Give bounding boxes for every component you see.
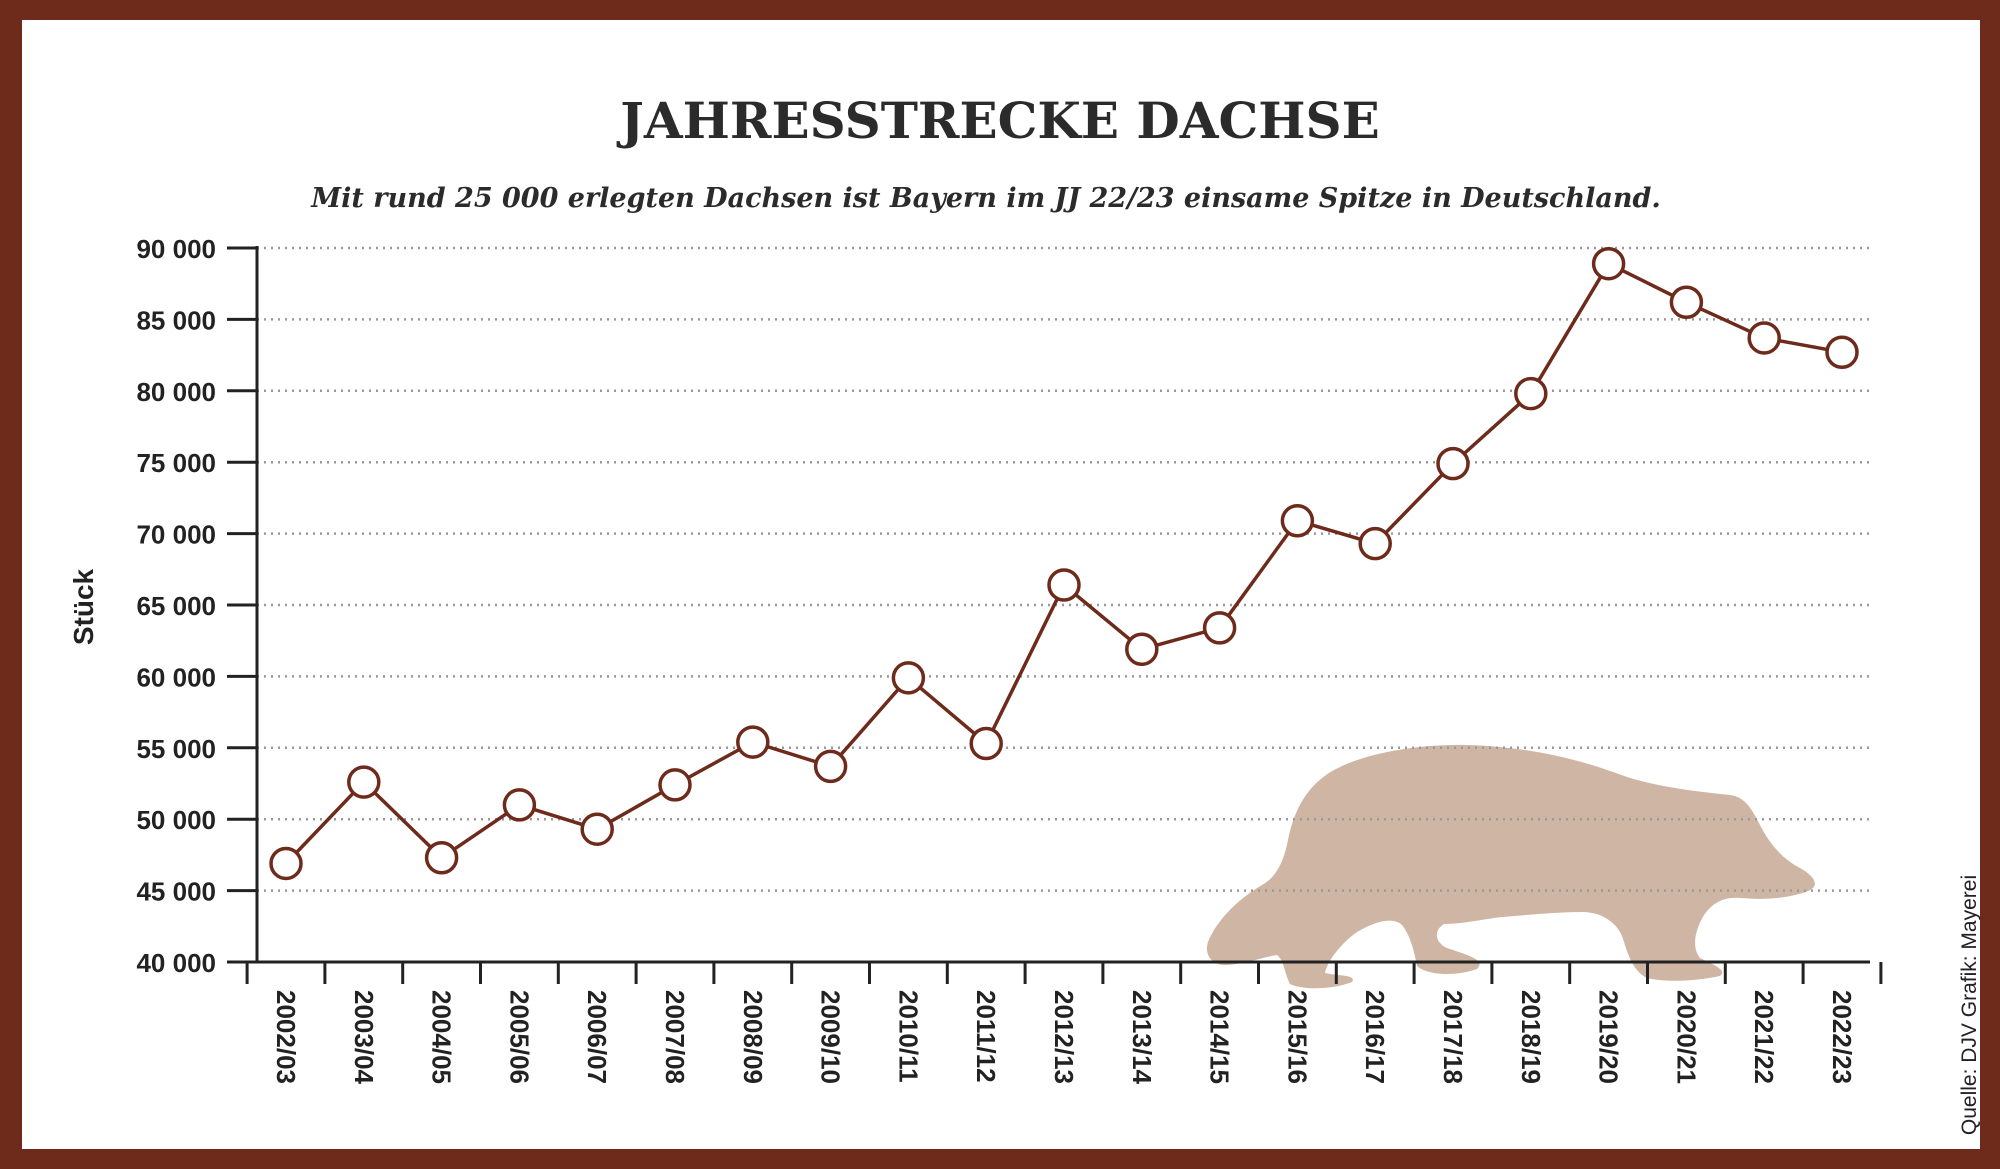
y-tick-label: 80 000 bbox=[136, 377, 216, 407]
x-tick-label: 2015/16 bbox=[1282, 990, 1312, 1084]
data-point bbox=[1436, 446, 1470, 481]
data-point bbox=[658, 768, 692, 802]
x-tick-label: 2021/22 bbox=[1749, 990, 1779, 1084]
x-tick-label: 2010/11 bbox=[893, 990, 923, 1083]
x-tick-label: 2006/07 bbox=[582, 990, 612, 1084]
x-tick-label: 2012/13 bbox=[1049, 990, 1079, 1084]
x-tick-label: 2014/15 bbox=[1205, 990, 1235, 1084]
y-tick-label: 70 000 bbox=[136, 520, 216, 550]
x-tick-label: 2018/19 bbox=[1516, 990, 1546, 1084]
data-point bbox=[969, 726, 1003, 761]
y-tick-label: 90 000 bbox=[136, 234, 216, 264]
data-point bbox=[269, 846, 303, 881]
data-point bbox=[1358, 526, 1392, 561]
data-point bbox=[813, 749, 848, 784]
x-tick-label: 2017/18 bbox=[1438, 990, 1468, 1084]
y-tick-label: 85 000 bbox=[136, 305, 216, 335]
data-point bbox=[1514, 376, 1548, 411]
y-tick-label: 55 000 bbox=[136, 734, 216, 764]
data-point bbox=[347, 765, 381, 799]
x-tick-label: 2005/06 bbox=[504, 990, 534, 1084]
x-tick-label: 2013/14 bbox=[1127, 990, 1157, 1085]
data-point bbox=[1047, 568, 1081, 602]
data-point bbox=[502, 788, 537, 822]
x-tick-label: 2009/10 bbox=[816, 990, 846, 1084]
y-tick-label: 75 000 bbox=[136, 448, 216, 478]
data-point bbox=[1125, 632, 1159, 667]
source-credit: Quelle: DJV Grafik: Mayerei bbox=[1958, 875, 1980, 1135]
y-tick-label: 45 000 bbox=[136, 877, 216, 907]
data-point bbox=[1825, 335, 1859, 369]
y-tick-label: 40 000 bbox=[136, 948, 216, 978]
grid-lines bbox=[257, 246, 1870, 892]
axes bbox=[227, 246, 1883, 984]
badger-icon bbox=[1206, 744, 1815, 989]
x-tick-label: 2022/23 bbox=[1827, 990, 1857, 1084]
x-tick-label: 2003/04 bbox=[349, 990, 379, 1085]
line-chart: JAHRESSTRECKE DACHSE Mit rund 25 000 erl… bbox=[68, 91, 1980, 1135]
data-point bbox=[580, 812, 614, 846]
data-point bbox=[736, 725, 770, 759]
y-tick-label: 65 000 bbox=[136, 591, 216, 621]
data-point bbox=[424, 841, 459, 875]
x-tick-label: 2016/17 bbox=[1360, 990, 1390, 1084]
data-point bbox=[1591, 246, 1626, 281]
data-point bbox=[1669, 285, 1704, 320]
x-tick-labels: 2002/03 2003/04 2004/05 2005/06 2006/07 2007/… bbox=[271, 990, 1857, 1085]
x-tick-label: 2007/08 bbox=[660, 990, 690, 1084]
y-tick-labels: 40 000 45 000 50 000 55 000 60 000 65 000 70 0… bbox=[136, 234, 216, 978]
data-point bbox=[891, 661, 926, 695]
data-point bbox=[1747, 321, 1781, 355]
x-tick-label: 2008/09 bbox=[738, 990, 768, 1084]
chart-title: JAHRESSTRECKE DACHSE bbox=[616, 91, 1380, 150]
x-tick-label: 2004/05 bbox=[427, 990, 457, 1084]
y-axis-label: Stück bbox=[68, 568, 99, 645]
data-point bbox=[1202, 611, 1237, 645]
data-points bbox=[269, 246, 1859, 881]
chart-subtitle: Mit rund 25 000 erlegten Dachsen ist Bay… bbox=[310, 183, 1661, 214]
x-tick-label: 2020/21 bbox=[1671, 990, 1701, 1084]
x-tick-label: 2011/12 bbox=[971, 990, 1001, 1083]
x-tick-label: 2002/03 bbox=[271, 990, 301, 1084]
x-tick-label: 2019/20 bbox=[1594, 990, 1624, 1084]
chart-frame: JAHRESSTRECKE DACHSE Mit rund 25 000 erl… bbox=[22, 20, 1980, 1149]
y-tick-label: 50 000 bbox=[136, 805, 216, 835]
data-point bbox=[1280, 503, 1315, 538]
y-tick-label: 60 000 bbox=[136, 662, 216, 692]
